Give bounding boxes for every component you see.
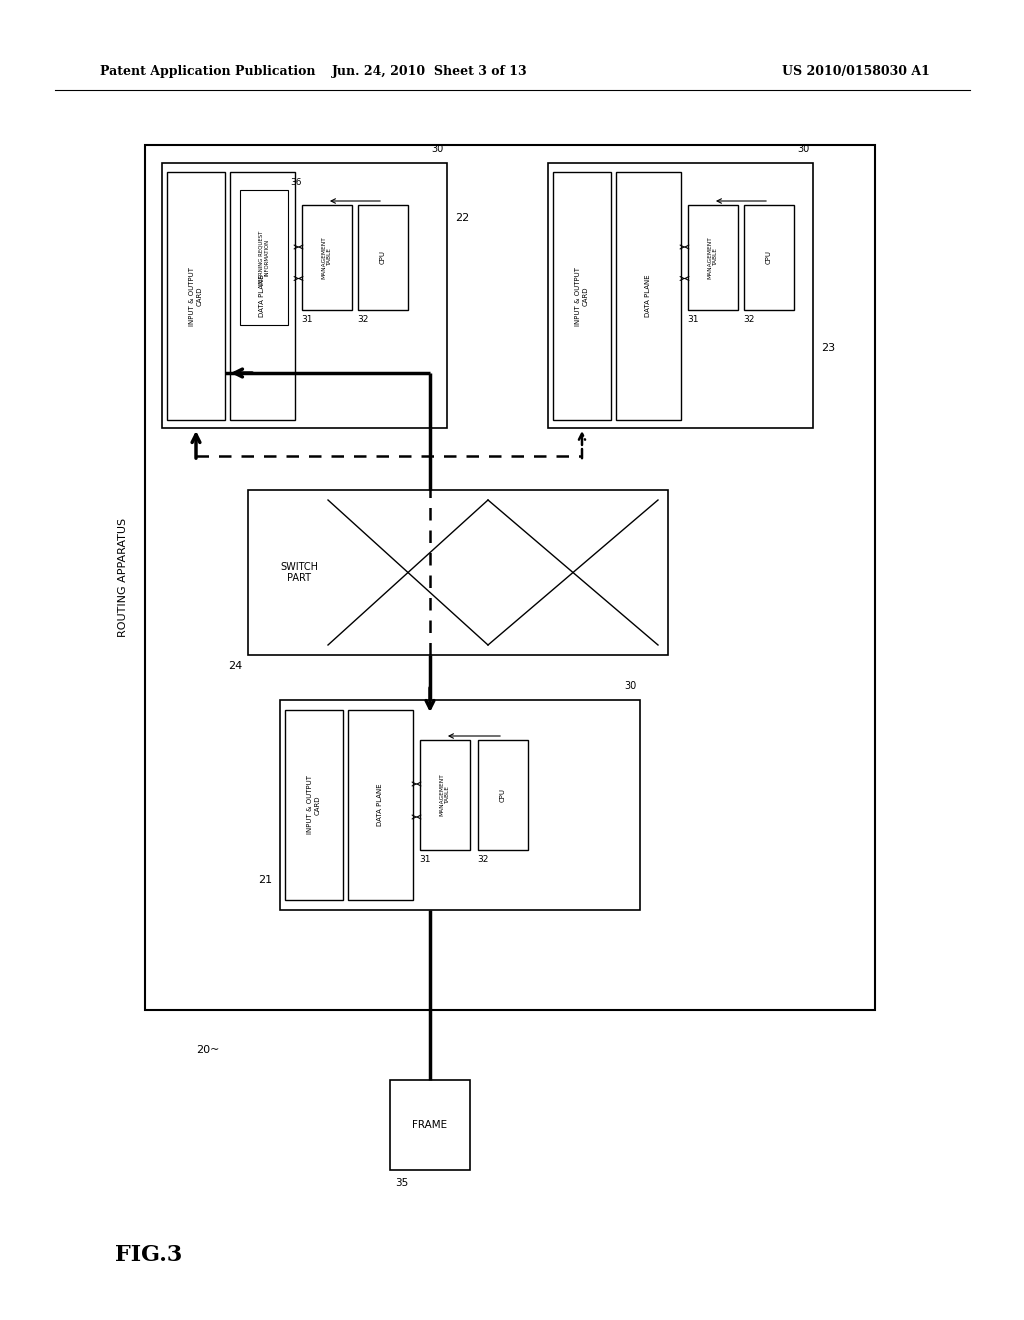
Bar — [548, 162, 813, 428]
Text: INPUT & OUTPUT
CARD: INPUT & OUTPUT CARD — [307, 776, 321, 834]
Bar — [616, 172, 681, 420]
Bar — [285, 710, 343, 900]
Text: CPU: CPU — [380, 251, 386, 264]
Bar — [240, 190, 288, 325]
Text: ROUTING APPARATUS: ROUTING APPARATUS — [118, 517, 128, 638]
Text: 30: 30 — [625, 681, 637, 690]
Bar — [348, 710, 413, 900]
Text: FRAME: FRAME — [413, 1119, 447, 1130]
Text: SWITCH
PART: SWITCH PART — [280, 562, 318, 583]
Text: 31: 31 — [301, 315, 312, 323]
Text: FIG.3: FIG.3 — [115, 1243, 182, 1266]
Text: 31: 31 — [419, 855, 430, 865]
Text: 35: 35 — [395, 1177, 409, 1188]
Bar — [553, 172, 611, 420]
Bar — [478, 741, 528, 850]
Text: DATA PLANE: DATA PLANE — [645, 275, 651, 317]
Bar — [688, 205, 738, 310]
Text: Patent Application Publication: Patent Application Publication — [100, 66, 315, 78]
Text: 20~: 20~ — [196, 1045, 219, 1055]
Text: DATA PLANE: DATA PLANE — [259, 275, 265, 317]
Text: 22: 22 — [455, 213, 469, 223]
Bar — [280, 700, 640, 909]
Bar — [744, 205, 794, 310]
Bar — [248, 490, 668, 655]
Text: 30: 30 — [432, 144, 444, 154]
Text: Jun. 24, 2010  Sheet 3 of 13: Jun. 24, 2010 Sheet 3 of 13 — [332, 66, 527, 78]
Bar — [167, 172, 225, 420]
Text: 36: 36 — [290, 178, 301, 187]
Text: LEARNING REQUEST
INFORMATION: LEARNING REQUEST INFORMATION — [259, 230, 269, 285]
Text: 32: 32 — [357, 315, 369, 323]
Bar — [358, 205, 408, 310]
Text: MANAGEMENT
TABLE: MANAGEMENT TABLE — [708, 236, 719, 279]
Text: INPUT & OUTPUT
CARD: INPUT & OUTPUT CARD — [189, 267, 203, 326]
Text: 32: 32 — [743, 315, 755, 323]
Text: 21: 21 — [258, 875, 272, 884]
Text: CPU: CPU — [766, 251, 772, 264]
Text: 24: 24 — [227, 661, 242, 671]
Text: INPUT & OUTPUT
CARD: INPUT & OUTPUT CARD — [575, 267, 589, 326]
Bar — [162, 162, 447, 428]
Text: US 2010/0158030 A1: US 2010/0158030 A1 — [782, 66, 930, 78]
Bar — [420, 741, 470, 850]
Bar — [230, 172, 295, 420]
Text: DATA PLANE: DATA PLANE — [378, 784, 384, 826]
Text: MANAGEMENT
TABLE: MANAGEMENT TABLE — [439, 774, 451, 816]
Text: 23: 23 — [821, 343, 836, 352]
Text: 32: 32 — [477, 855, 488, 865]
Text: 30: 30 — [798, 144, 810, 154]
Text: MANAGEMENT
TABLE: MANAGEMENT TABLE — [322, 236, 333, 279]
Bar — [302, 205, 352, 310]
Bar — [390, 1080, 470, 1170]
Text: 31: 31 — [687, 315, 698, 323]
Text: CPU: CPU — [500, 788, 506, 803]
Bar — [145, 145, 874, 1010]
